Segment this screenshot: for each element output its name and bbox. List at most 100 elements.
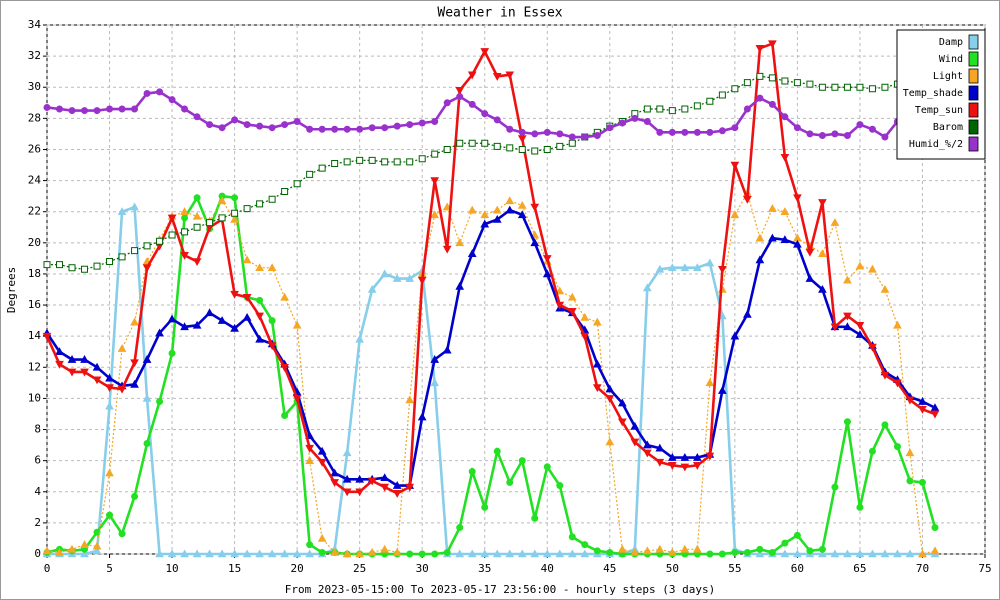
point (105, 468, 114, 477)
point (80, 540, 89, 548)
point (480, 210, 490, 219)
point (592, 317, 602, 326)
point (192, 320, 202, 329)
point (580, 312, 590, 321)
point (642, 546, 652, 555)
point (905, 549, 915, 558)
point (455, 238, 465, 247)
point (381, 124, 389, 132)
point (168, 231, 176, 239)
point (605, 437, 615, 446)
point (231, 116, 239, 124)
point (231, 194, 239, 202)
point (567, 292, 577, 301)
point (768, 74, 776, 82)
point (92, 362, 102, 371)
point (718, 91, 726, 99)
point (305, 456, 314, 464)
point (192, 549, 202, 558)
point (517, 200, 527, 209)
point (318, 549, 326, 556)
point (581, 133, 589, 141)
point (280, 549, 289, 558)
point (668, 107, 676, 115)
point (268, 317, 276, 325)
series (43, 88, 939, 141)
point (317, 458, 327, 467)
point (881, 421, 889, 429)
point (505, 71, 515, 80)
point (93, 107, 101, 114)
x-tick-label: 60 (791, 562, 804, 575)
point (905, 396, 915, 405)
point (905, 448, 915, 457)
point (706, 550, 714, 558)
point (318, 125, 326, 133)
point (356, 125, 364, 133)
y-tick-label: 6 (34, 454, 41, 467)
point (818, 545, 826, 553)
point (568, 139, 576, 147)
point (456, 93, 464, 100)
point (856, 503, 864, 511)
point (793, 239, 802, 248)
point (267, 549, 277, 558)
point (731, 85, 739, 93)
point (768, 40, 777, 49)
point (80, 354, 89, 363)
point (605, 384, 615, 393)
point (668, 128, 676, 136)
point (580, 332, 590, 341)
point (68, 264, 76, 272)
point (818, 83, 826, 91)
point (868, 85, 876, 93)
point (392, 547, 402, 556)
point (168, 349, 176, 357)
point (280, 363, 289, 372)
point (918, 549, 927, 558)
point (80, 368, 89, 377)
x-tick-label: 15 (228, 562, 241, 575)
point (918, 406, 927, 414)
point (530, 203, 540, 212)
x-tick-label: 40 (541, 562, 554, 575)
legend-swatch (968, 119, 979, 135)
point (206, 219, 214, 227)
point (568, 533, 576, 541)
point (793, 549, 802, 558)
point (893, 549, 902, 558)
point (492, 73, 502, 81)
point (880, 371, 890, 380)
point (818, 249, 827, 258)
point (693, 128, 701, 136)
point (806, 130, 814, 138)
y-tick-label: 12 (28, 360, 41, 373)
point (530, 549, 540, 558)
point (793, 124, 801, 132)
point (918, 479, 926, 486)
point (181, 214, 189, 222)
point (68, 107, 76, 114)
point (255, 334, 264, 343)
point (406, 121, 414, 129)
point (555, 286, 565, 295)
legend-label: Humid_%/2 (909, 139, 963, 150)
point (518, 145, 526, 153)
point (292, 549, 302, 558)
point (606, 124, 614, 132)
point (617, 418, 627, 427)
point (718, 550, 726, 558)
point (680, 544, 690, 553)
point (331, 125, 339, 133)
point (230, 214, 239, 223)
point (781, 539, 789, 547)
point (306, 125, 314, 133)
point (555, 549, 565, 558)
point (506, 479, 514, 486)
point (393, 158, 401, 166)
point (380, 544, 390, 553)
point (493, 116, 501, 124)
series (43, 72, 939, 273)
point (355, 474, 365, 483)
point (706, 97, 714, 105)
